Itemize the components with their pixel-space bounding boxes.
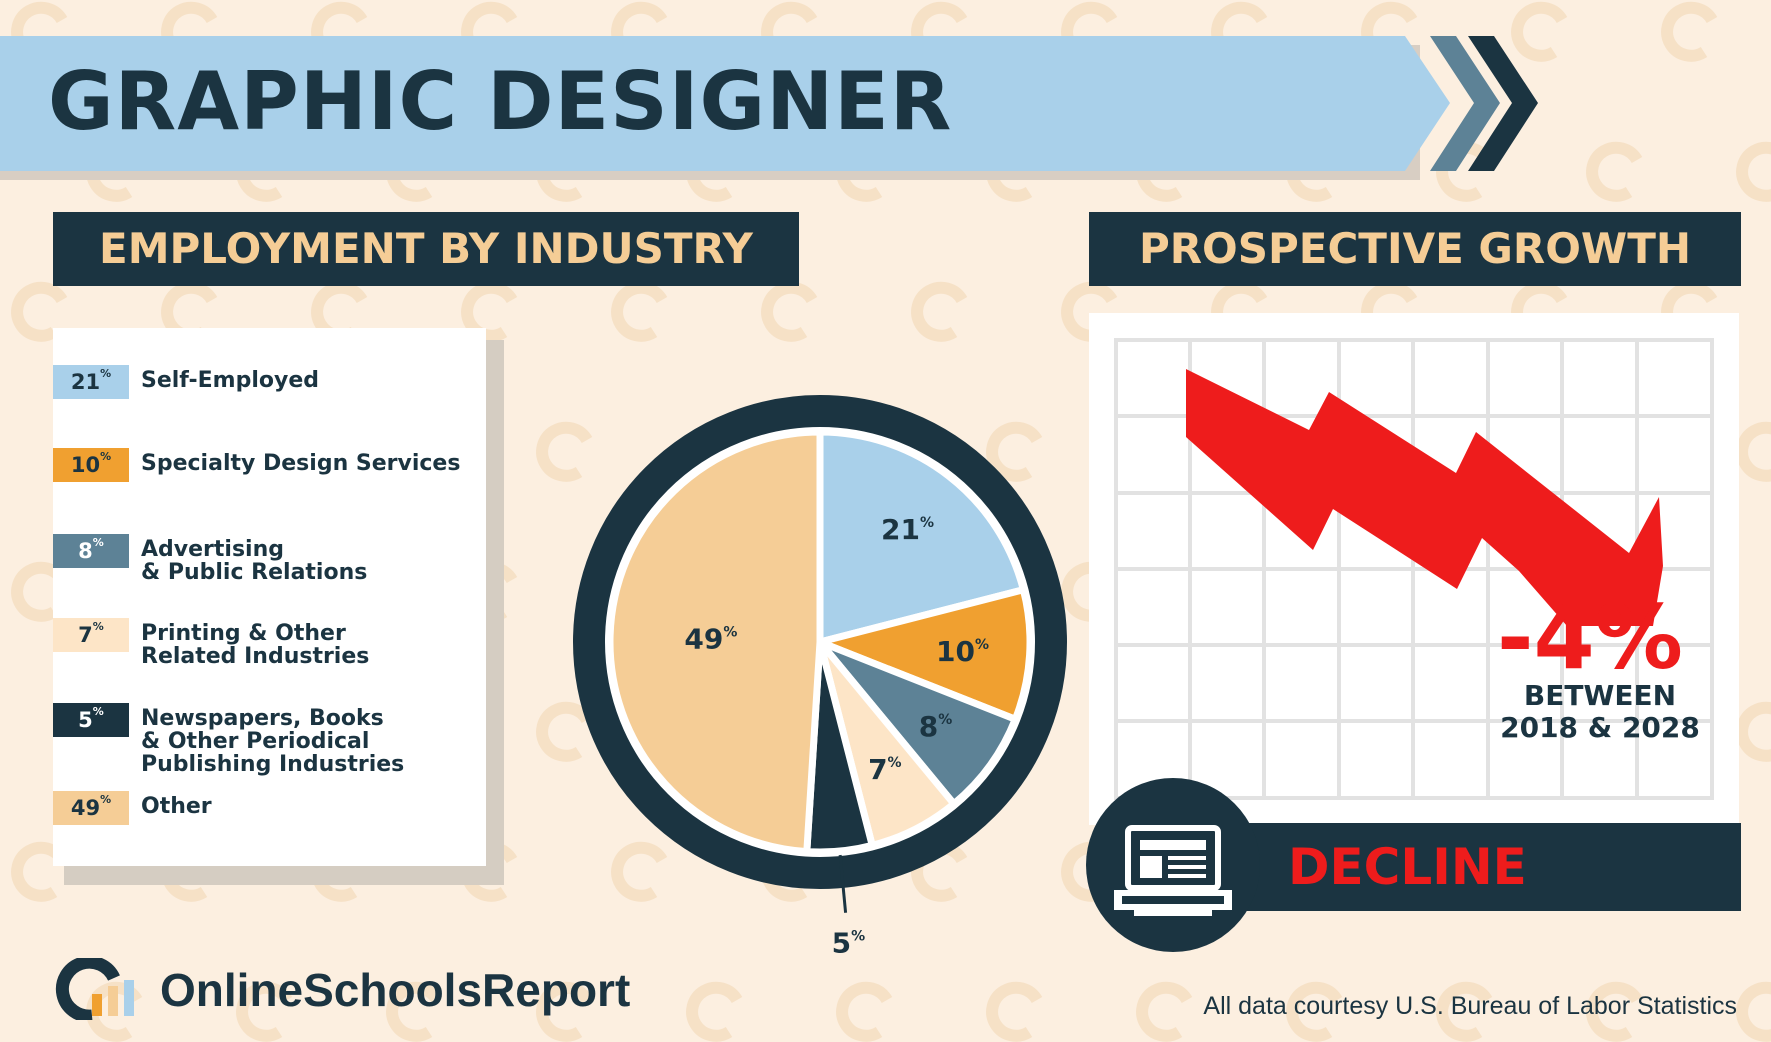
pie-chart: 21%10%8%7%5%49% — [573, 395, 1067, 960]
brand-name: OnlineSchoolsReport — [160, 964, 631, 1016]
pattern-mark — [761, 281, 818, 342]
pattern-mark — [1661, 1, 1718, 62]
decline-banner — [1175, 823, 1741, 911]
legend-badge: 21% — [53, 365, 129, 399]
pattern-mark — [1586, 981, 1643, 1042]
pattern-mark — [1586, 141, 1643, 202]
legend: 21% Self-Employed 10% Specialty Design S… — [53, 328, 486, 866]
pattern-mark — [911, 281, 968, 342]
pattern-mark — [11, 281, 68, 342]
pattern-mark — [386, 981, 443, 1042]
legend-badge: 8% — [53, 534, 129, 568]
brand-logo-icon — [55, 958, 134, 1020]
legend-label: Printing & Other Related Industries — [141, 621, 370, 669]
pattern-mark — [1136, 981, 1193, 1042]
pattern-mark — [11, 841, 68, 902]
laptop-icon — [1114, 825, 1232, 916]
page-title: GRAPHIC DESIGNER — [48, 55, 953, 148]
slice-label: 5% — [832, 927, 866, 960]
pattern-mark — [986, 981, 1043, 1042]
employment-header: EMPLOYMENT BY INDUSTRY — [53, 212, 799, 286]
pattern-mark — [1511, 1, 1568, 62]
pattern-mark — [1061, 281, 1118, 342]
pattern-mark — [536, 421, 593, 482]
legend-label: Self-Employed — [141, 368, 319, 393]
title-banner — [0, 36, 1450, 171]
pattern-mark — [986, 421, 1043, 482]
pattern-mark — [1286, 981, 1343, 1042]
legend-label: Advertising & Public Relations — [141, 537, 368, 585]
pattern-mark — [461, 281, 518, 342]
pattern-mark — [536, 701, 593, 762]
pattern-mark — [536, 981, 593, 1042]
pattern-mark — [1736, 981, 1771, 1042]
slice-other — [606, 428, 824, 856]
pattern-mark — [11, 561, 68, 622]
legend-label: Newspapers, Books & Other Periodical Pub… — [141, 706, 405, 777]
source-note: All data courtesy U.S. Bureau of Labor S… — [1203, 992, 1737, 1020]
growth-percent: -4% — [1497, 586, 1683, 689]
legend-badge: 5% — [53, 703, 129, 737]
slice-label: 8% — [919, 710, 953, 743]
pattern-mark — [611, 281, 668, 342]
pattern-mark — [836, 981, 893, 1042]
legend-badge: 7% — [53, 618, 129, 652]
growth-caption: BETWEEN 2018 & 2028 — [1500, 679, 1700, 744]
slice-self-employed — [816, 428, 1027, 646]
legend-label: Specialty Design Services — [141, 451, 461, 476]
slice-specialty-design — [816, 586, 1034, 723]
growth-header: PROSPECTIVE GROWTH — [1089, 212, 1741, 286]
growth-graph — [1114, 338, 1714, 800]
legend-badge: 10% — [53, 448, 129, 482]
pattern-mark — [236, 981, 293, 1042]
legend-badge: 49% — [53, 791, 129, 825]
down-arrow-icon — [1186, 369, 1663, 626]
legend-label: Other — [141, 794, 212, 819]
pattern-mark — [1736, 421, 1771, 482]
pattern-mark — [1436, 981, 1493, 1042]
pattern-mark — [1736, 141, 1771, 202]
leader-line — [838, 854, 848, 913]
decline-status: DECLINE — [1288, 838, 1527, 896]
pattern-mark — [611, 841, 668, 902]
pattern-mark — [1736, 701, 1771, 762]
pattern-mark — [686, 981, 743, 1042]
